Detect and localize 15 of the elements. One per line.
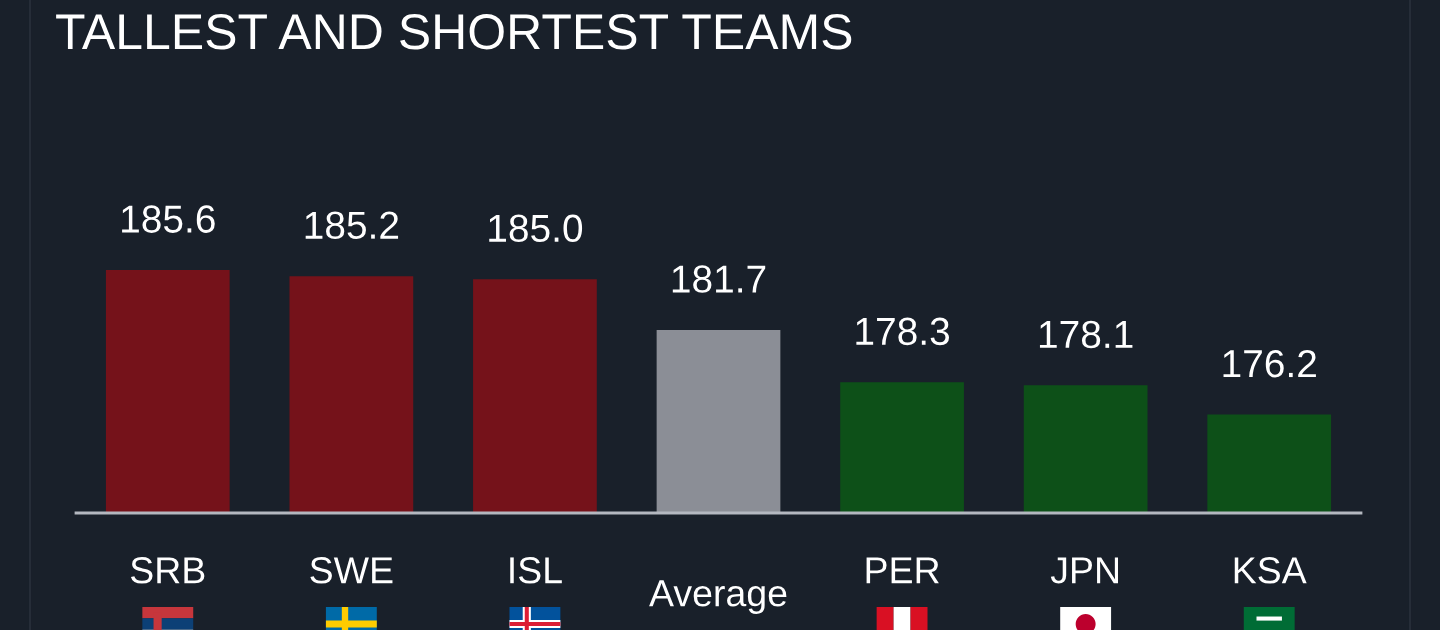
x-tick-label: SRB [130,557,205,584]
x-tick-label: KSA [1234,557,1307,584]
x-tick-label: PER [866,557,939,584]
data-label: 185.6 [122,205,215,233]
data-label: 178.3 [856,317,950,346]
data-label: 185.0 [489,214,583,243]
data-label: 176.2 [1223,349,1316,378]
x-tick-label: SWE [310,557,393,584]
data-label: 185.2 [305,211,399,240]
x-tick-label: JPN [1050,557,1119,584]
data-label: 178.1 [1039,320,1133,349]
data-label: 181.7 [672,265,766,293]
x-tick-label: Average [649,580,787,614]
chart-title: TALLEST AND SHORTEST TEAMS [56,14,852,50]
x-tick-label: ISL [510,557,562,584]
